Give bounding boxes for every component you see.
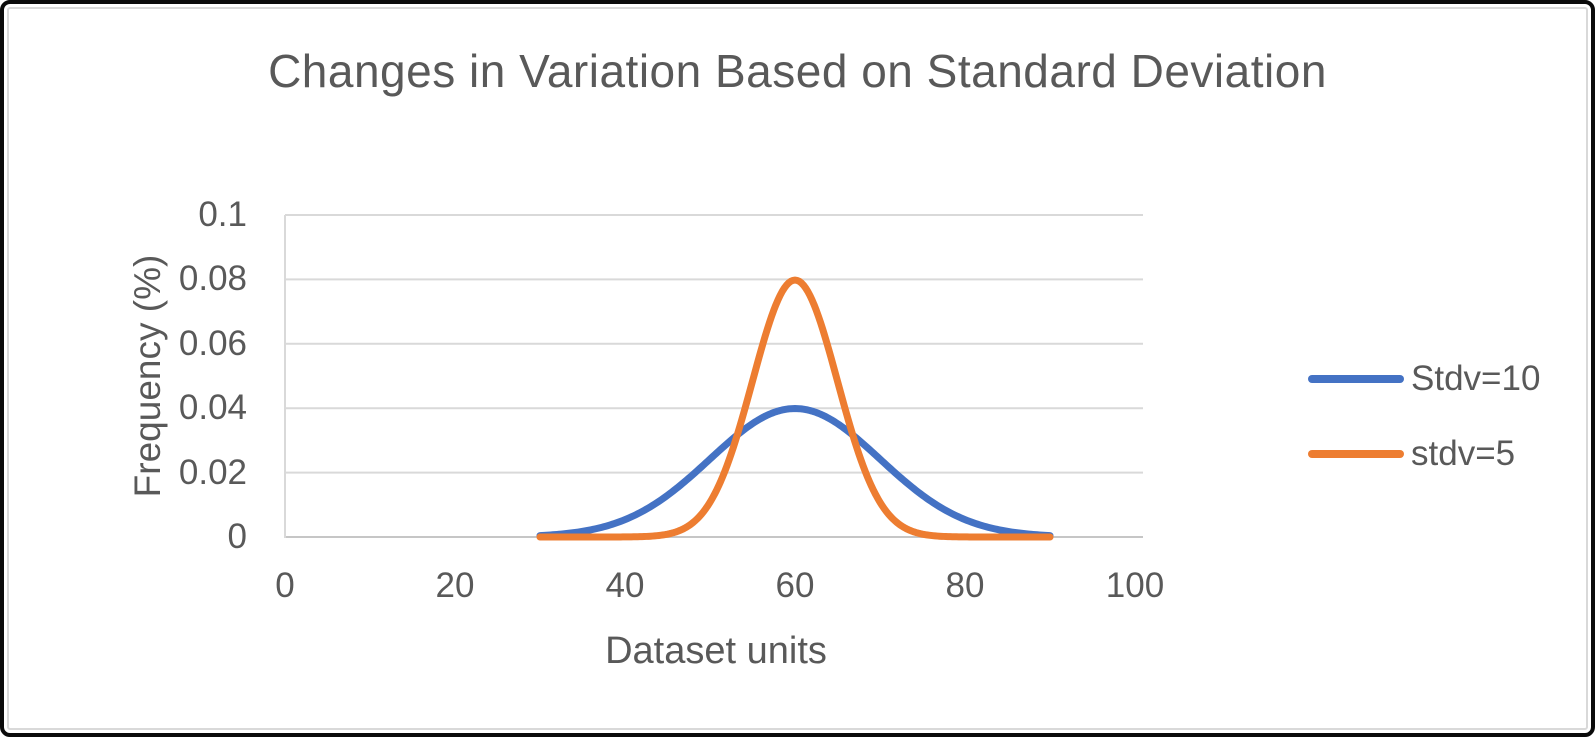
legend-item-stdv10[interactable]: Stdv=10 [1308,358,1540,400]
x-tick-label: 60 [775,566,815,605]
series-line-stdv10[interactable] [536,405,1054,540]
chart-legend: Stdv=10 stdv=5 [1308,358,1540,475]
y-tick-label: 0.08 [178,259,247,299]
y-tick-label: 0.02 [178,452,247,492]
x-tick-label: 20 [435,566,475,605]
y-tick-label: 0.1 [198,195,247,234]
legend-item-stdv5[interactable]: stdv=5 [1308,433,1540,475]
legend-label: Stdv=10 [1411,359,1541,398]
x-axis-title: Dataset units [605,630,827,672]
series-line-stdv5[interactable] [536,276,1054,541]
legend-line-swatch-orange [1308,450,1404,458]
chart-title: Changes in Variation Based on Standard D… [268,45,1327,97]
x-tick-label: 80 [945,566,985,605]
y-axis-title: Frequency (%) [127,254,168,498]
legend-label: stdv=5 [1411,434,1516,473]
legend-line-swatch-blue [1308,375,1404,383]
x-tick-label: 0 [275,566,295,605]
x-tick-label: 100 [1105,566,1165,605]
x-tick-label: 40 [605,566,645,605]
y-tick-label: 0.04 [178,388,247,428]
y-tick-label: 0.06 [178,323,247,363]
y-tick-label: 0 [227,517,247,556]
